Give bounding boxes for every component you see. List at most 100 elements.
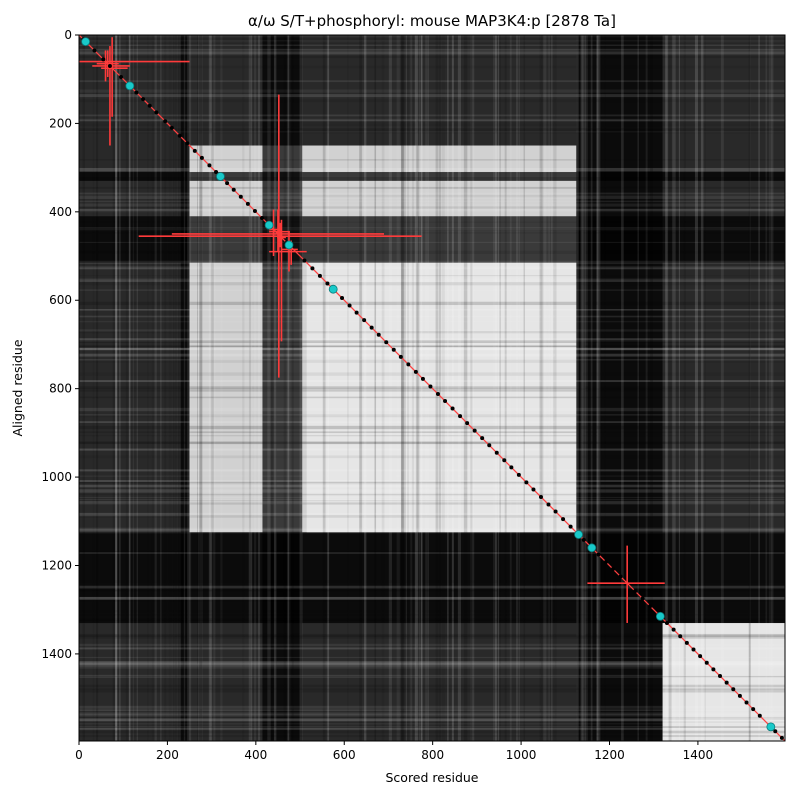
texture-stripe-v — [639, 35, 640, 741]
texture-stripe-h — [79, 119, 785, 122]
texture-stripe-v — [438, 35, 441, 741]
texture-stripe-h — [79, 167, 785, 172]
texture-stripe-h — [79, 232, 785, 234]
texture-stripe-h — [79, 527, 785, 531]
texture-stripe-v — [188, 35, 192, 741]
highlight-point — [216, 172, 225, 181]
y-tick-label: 600 — [49, 293, 72, 307]
texture-stripe-v — [471, 35, 475, 741]
texture-stripe-h — [79, 372, 785, 376]
data-point — [340, 296, 345, 301]
heatmap-dark-band-4 — [262, 35, 303, 741]
data-point — [238, 194, 243, 199]
texture-stripe-v — [199, 35, 203, 741]
texture-stripe-h — [79, 596, 785, 600]
texture-stripe-h — [79, 37, 785, 42]
data-point — [141, 97, 146, 102]
texture-stripe-v — [401, 35, 405, 741]
texture-stripe-h — [79, 500, 785, 502]
texture-stripe-h — [79, 43, 785, 45]
highlight-point — [81, 37, 91, 47]
texture-stripe-v — [208, 35, 212, 741]
texture-stripe-h — [79, 241, 785, 244]
data-point — [458, 414, 463, 419]
data-point — [553, 509, 558, 514]
texture-stripe-h — [79, 663, 785, 667]
data-point — [546, 502, 551, 507]
data-point — [169, 125, 174, 130]
texture-stripe-h — [79, 434, 785, 437]
x-tick-label: 1200 — [594, 748, 625, 762]
data-point — [428, 384, 433, 389]
texture-stripe-v — [451, 35, 454, 741]
texture-stripe-h — [79, 99, 785, 103]
texture-stripe-v — [700, 35, 704, 741]
data-point — [435, 391, 440, 396]
texture-stripe-v — [504, 35, 507, 741]
data-point — [718, 674, 723, 679]
texture-stripe-v — [470, 35, 473, 741]
texture-stripe-v — [197, 35, 198, 741]
texture-stripe-v — [416, 35, 420, 741]
texture-stripe-h — [79, 687, 785, 690]
data-point — [192, 148, 197, 153]
texture-stripe-v — [597, 35, 601, 741]
texture-stripe-h — [79, 442, 785, 444]
data-point — [724, 680, 729, 685]
highlight-point — [284, 240, 294, 250]
data-point — [509, 465, 514, 470]
texture-stripe-v — [598, 35, 602, 741]
y-tick-label: 1400 — [41, 647, 72, 661]
texture-stripe-h — [79, 132, 785, 134]
texture-stripe-h — [79, 340, 785, 343]
highlight-point — [574, 530, 583, 539]
texture-stripe-v — [198, 35, 200, 741]
texture-stripe-v — [199, 35, 203, 741]
texture-stripe-v — [516, 35, 518, 741]
texture-stripe-h — [79, 330, 785, 334]
x-tick-label: 600 — [333, 748, 356, 762]
texture-stripe-v — [210, 35, 214, 741]
texture-stripe-v — [604, 35, 606, 741]
texture-stripe-h — [79, 301, 785, 306]
texture-stripe-v — [129, 35, 131, 741]
texture-stripe-h — [79, 347, 785, 351]
texture-stripe-h — [79, 275, 785, 277]
texture-stripe-h — [79, 345, 785, 347]
texture-stripe-h — [79, 414, 785, 418]
heatmap-dark-band-5 — [576, 35, 663, 741]
highlight-point — [587, 543, 597, 553]
data-point — [398, 354, 403, 359]
texture-stripe-v — [96, 35, 99, 741]
data-point — [678, 634, 683, 639]
texture-stripe-v — [119, 35, 121, 741]
x-axis-label: Scored residue — [385, 770, 478, 785]
data-point — [177, 133, 182, 138]
texture-stripe-v — [748, 35, 751, 741]
texture-stripe-v — [495, 35, 498, 741]
texture-stripe-h — [79, 186, 785, 189]
y-tick-label: 800 — [49, 382, 72, 396]
texture-stripe-v — [416, 35, 419, 741]
x-tick-label: 1400 — [683, 748, 714, 762]
highlight-point — [655, 611, 665, 621]
texture-stripe-v — [411, 35, 415, 741]
texture-stripe-h — [79, 359, 785, 361]
data-point — [147, 103, 152, 108]
texture-stripe-v — [470, 35, 472, 741]
texture-stripe-h — [79, 128, 785, 130]
texture-stripe-h — [79, 203, 785, 207]
texture-stripe-v — [771, 35, 774, 741]
texture-stripe-v — [539, 35, 542, 741]
data-point — [711, 667, 716, 672]
texture-stripe-v — [269, 35, 273, 741]
texture-stripe-h — [79, 666, 785, 669]
texture-stripe-h — [79, 489, 785, 493]
texture-stripe-h — [79, 315, 785, 318]
texture-stripe-v — [164, 35, 167, 741]
texture-stripe-v — [220, 35, 223, 741]
highlight-point — [766, 722, 776, 732]
texture-stripe-v — [291, 35, 294, 741]
y-tick-label: 400 — [49, 205, 72, 219]
texture-stripe-v — [175, 35, 177, 741]
